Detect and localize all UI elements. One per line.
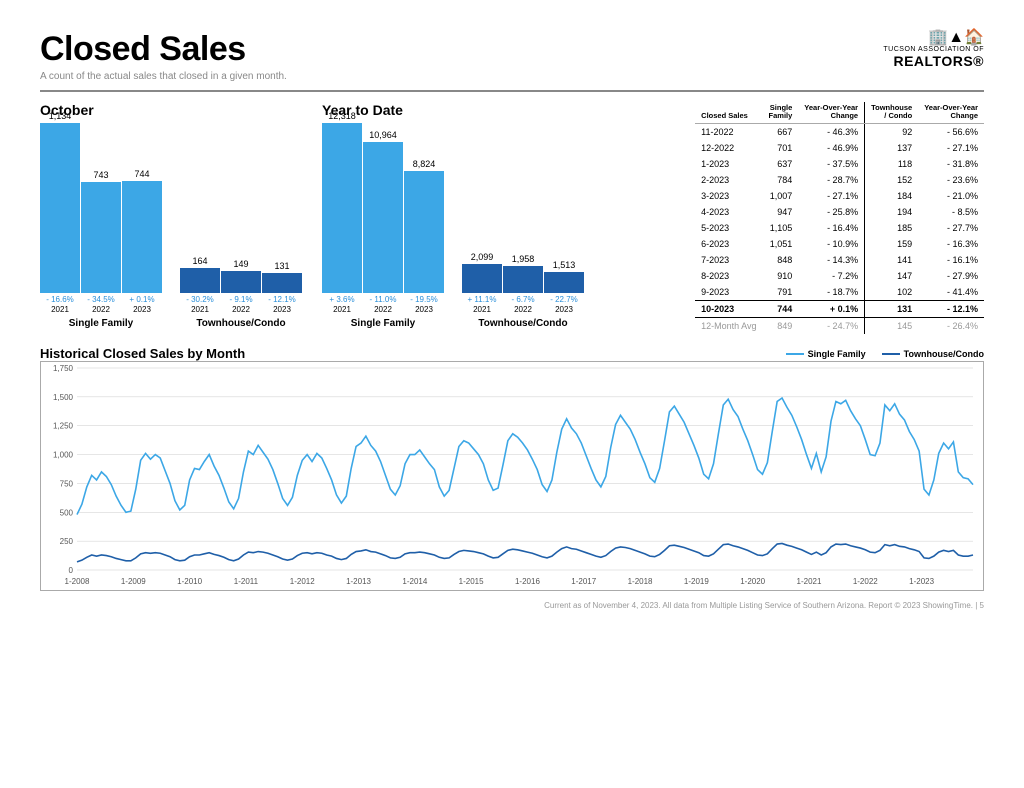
historical-section: Historical Closed Sales by Month Single … <box>40 346 984 591</box>
table-row: 12-Month Avg849- 24.7%145- 26.4% <box>695 317 984 334</box>
bar-group: 12,318+ 3.6%202110,964- 11.0%20228,824- … <box>322 124 444 329</box>
page-title: Closed Sales <box>40 30 287 69</box>
svg-text:1-2022: 1-2022 <box>853 577 878 586</box>
bar: 1,958- 6.7%2022 <box>503 254 543 314</box>
logo-text-2: REALTORS® <box>883 53 984 69</box>
october-chart: October 1,134- 16.6%2021743- 34.5%202274… <box>40 102 302 334</box>
page-header: Closed Sales A count of the actual sales… <box>40 30 984 92</box>
historical-chart: 0 250 500 750 1,000 1,250 1,500 1,750 1-2008 1-20… <box>40 361 984 591</box>
bar: 12,318+ 3.6%2021 <box>322 111 362 314</box>
svg-text:1-2020: 1-2020 <box>740 577 765 586</box>
table-row: 10-2023744+ 0.1%131- 12.1% <box>695 300 984 317</box>
bar: 10,964- 11.0%2022 <box>363 130 403 314</box>
svg-text:1-2017: 1-2017 <box>571 577 596 586</box>
bar-group: 164- 30.2%2021149- 9.1%2022131- 12.1%202… <box>180 124 302 329</box>
table-row: 1-2023637- 37.5%118- 31.8% <box>695 156 984 172</box>
svg-text:250: 250 <box>60 537 74 546</box>
svg-text:1,750: 1,750 <box>53 364 74 373</box>
table-row: 5-20231,105- 16.4%185- 27.7% <box>695 220 984 236</box>
ytd-chart: Year to Date 12,318+ 3.6%202110,964- 11.… <box>322 102 584 334</box>
svg-text:1-2014: 1-2014 <box>402 577 427 586</box>
svg-text:1,250: 1,250 <box>53 421 74 430</box>
svg-text:0: 0 <box>69 566 74 575</box>
logo: 🏢▲🏠 TUCSON ASSOCIATION OF REALTORS® <box>883 30 984 69</box>
bar: 744+ 0.1%2023 <box>122 169 162 314</box>
table-row: 8-2023910- 7.2%147- 27.9% <box>695 268 984 284</box>
bar: 1,513- 22.7%2023 <box>544 260 584 314</box>
svg-text:1-2023: 1-2023 <box>909 577 934 586</box>
svg-text:1,500: 1,500 <box>53 392 74 401</box>
bar: 131- 12.1%2023 <box>262 261 302 314</box>
bar: 743- 34.5%2022 <box>81 170 121 314</box>
bar: 1,134- 16.6%2021 <box>40 111 80 314</box>
table-row: 3-20231,007- 27.1%184- 21.0% <box>695 188 984 204</box>
legend-sf: Single Family <box>786 349 866 359</box>
logo-text-1: TUCSON ASSOCIATION OF <box>883 46 984 53</box>
svg-text:1-2021: 1-2021 <box>797 577 822 586</box>
top-row: October 1,134- 16.6%2021743- 34.5%202274… <box>40 102 984 334</box>
bar-group: 2,099+ 11.1%20211,958- 6.7%20221,513- 22… <box>462 124 584 329</box>
svg-text:1-2008: 1-2008 <box>65 577 90 586</box>
bar: 8,824- 19.5%2023 <box>404 159 444 314</box>
closed-sales-table: Closed SalesSingleFamilyYear-Over-YearCh… <box>695 102 984 334</box>
svg-text:1-2015: 1-2015 <box>459 577 484 586</box>
table-row: 11-2022667- 46.3%92- 56.6% <box>695 123 984 140</box>
svg-text:1-2011: 1-2011 <box>234 577 259 586</box>
page-subtitle: A count of the actual sales that closed … <box>40 71 287 82</box>
svg-text:500: 500 <box>60 508 74 517</box>
svg-text:1-2009: 1-2009 <box>121 577 146 586</box>
table-row: 12-2022701- 46.9%137- 27.1% <box>695 140 984 156</box>
svg-text:1-2012: 1-2012 <box>290 577 315 586</box>
bar-group: 1,134- 16.6%2021743- 34.5%2022744+ 0.1%2… <box>40 124 162 329</box>
svg-text:1-2010: 1-2010 <box>177 577 202 586</box>
bar: 2,099+ 11.1%2021 <box>462 252 502 314</box>
svg-text:1-2019: 1-2019 <box>684 577 709 586</box>
svg-text:750: 750 <box>60 479 74 488</box>
bar: 164- 30.2%2021 <box>180 256 220 314</box>
bar: 149- 9.1%2022 <box>221 259 261 314</box>
svg-text:1-2013: 1-2013 <box>346 577 371 586</box>
legend-tc: Townhouse/Condo <box>882 349 984 359</box>
table-row: 9-2023791- 18.7%102- 41.4% <box>695 284 984 301</box>
footer-text: Current as of November 4, 2023. All data… <box>40 601 984 610</box>
table-row: 7-2023848- 14.3%141- 16.1% <box>695 252 984 268</box>
table-row: 4-2023947- 25.8%194- 8.5% <box>695 204 984 220</box>
table-row: 6-20231,051- 10.9%159- 16.3% <box>695 236 984 252</box>
svg-text:1-2018: 1-2018 <box>628 577 653 586</box>
logo-icon: 🏢▲🏠 <box>883 30 984 46</box>
svg-text:1,000: 1,000 <box>53 450 74 459</box>
table-row: 2-2023784- 28.7%152- 23.6% <box>695 172 984 188</box>
svg-text:1-2016: 1-2016 <box>515 577 540 586</box>
